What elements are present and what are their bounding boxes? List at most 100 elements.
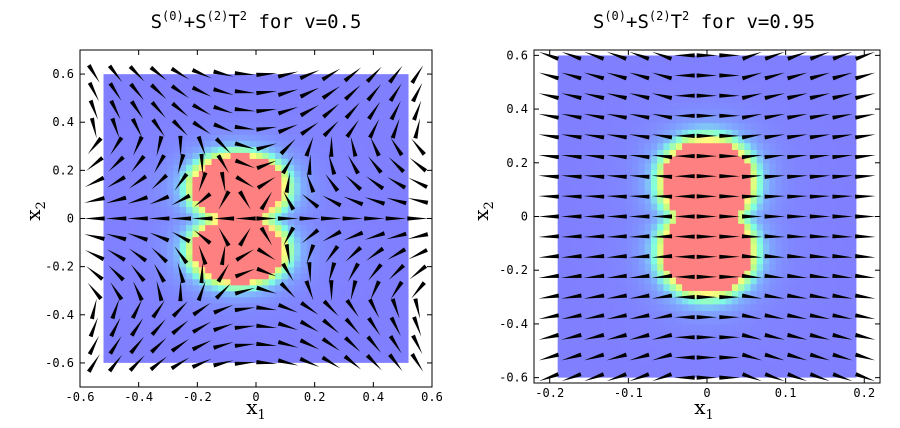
heatmap-cell [300, 98, 308, 105]
heatmap-cell [638, 344, 646, 352]
heatmap-cell [682, 263, 689, 271]
vector-arrow [348, 155, 360, 175]
heatmap-cell [837, 203, 845, 211]
heatmap-cell [819, 216, 826, 224]
heatmap-cell [738, 283, 745, 291]
heatmap-cell [750, 129, 758, 137]
heatmap-cell [262, 212, 270, 220]
heatmap-cell [294, 230, 302, 238]
heatmap-cell [224, 326, 232, 334]
heatmap-cell [557, 189, 565, 197]
vector-arrow [259, 226, 273, 246]
heatmap-cell [357, 188, 365, 196]
heatmap-cell [750, 256, 758, 265]
heatmap-cell [837, 303, 845, 312]
heatmap-cell [275, 140, 283, 147]
heatmap-cell [563, 216, 571, 224]
heatmap-cell [338, 332, 346, 340]
heatmap-cell [787, 115, 795, 124]
heatmap-cell [217, 266, 225, 274]
heatmap-cell [744, 129, 752, 137]
heatmap-cell [103, 278, 111, 286]
heatmap-cell [128, 266, 136, 274]
heatmap-cell [230, 140, 238, 147]
heatmap-cell [344, 272, 352, 280]
heatmap-cell [837, 82, 845, 90]
heatmap-cell [669, 297, 677, 305]
heatmap-cell [402, 356, 409, 363]
heatmap-cell [744, 323, 752, 332]
heatmap-cell [806, 149, 814, 157]
heatmap-cell [109, 194, 117, 202]
heatmap-cell [837, 209, 845, 218]
heatmap-cell [644, 337, 652, 345]
heatmap-cell [338, 242, 346, 250]
heatmap-cell [582, 243, 590, 251]
heatmap-cell [211, 212, 219, 220]
vector-arrow [154, 263, 166, 283]
heatmap-cell [713, 250, 721, 258]
x-tick-label: -0.4 [124, 390, 153, 404]
vector-arrow [149, 65, 168, 81]
heatmap-cell [657, 102, 665, 110]
heatmap-cell [135, 350, 143, 358]
heatmap-cell [376, 302, 384, 310]
heatmap-cell [294, 320, 302, 328]
heatmap-cell [613, 337, 621, 345]
heatmap-cell [825, 109, 833, 117]
heatmap-cell [719, 276, 727, 285]
heatmap-cell [707, 182, 714, 191]
heatmap-cell [116, 332, 124, 340]
heatmap-cell [306, 98, 314, 105]
heatmap-cell [744, 182, 752, 191]
heatmap-cell [769, 156, 777, 164]
heatmap-cell [688, 317, 696, 325]
heatmap-cell [402, 302, 409, 310]
heatmap-cell [198, 194, 206, 202]
heatmap-cell [825, 297, 833, 305]
heatmap-cell [594, 243, 602, 251]
heatmap-cell [750, 142, 758, 150]
heatmap-cell [713, 297, 721, 305]
heatmap-cell [243, 170, 251, 177]
heatmap-cell [825, 68, 833, 77]
heatmap-cell [262, 278, 270, 286]
heatmap-cell [268, 128, 276, 135]
heatmap-cell [825, 256, 833, 265]
heatmap-cell [800, 149, 808, 157]
heatmap-cell [700, 350, 708, 359]
heatmap-cell [294, 266, 302, 274]
heatmap-cell [122, 236, 130, 244]
heatmap-cell [731, 182, 739, 191]
heatmap-cell [700, 229, 708, 238]
heatmap-cell [619, 290, 627, 298]
heatmap-cell [750, 95, 758, 103]
heatmap-cell [376, 212, 384, 220]
heatmap-cell [249, 182, 257, 190]
heatmap-cell [812, 350, 820, 359]
heatmap-cell [338, 86, 346, 93]
heatmap-cell [588, 357, 596, 365]
heatmap-cell [160, 188, 168, 196]
vector-arrow [107, 354, 123, 373]
heatmap-cell [141, 80, 149, 87]
heatmap-cell [230, 92, 238, 99]
heatmap-cell [173, 338, 181, 346]
heatmap-cell [275, 200, 283, 208]
heatmap-cell [135, 200, 143, 208]
heatmap-cell [147, 164, 155, 171]
heatmap-cell [281, 290, 289, 298]
heatmap-cell [800, 350, 808, 359]
heatmap-cell [843, 176, 851, 184]
heatmap-cell [707, 344, 714, 352]
heatmap-cell [332, 308, 340, 316]
heatmap-cell [357, 98, 365, 105]
heatmap-cell [268, 104, 276, 111]
heatmap-cell [370, 188, 378, 196]
heatmap-cell [756, 330, 764, 338]
heatmap-cell [763, 229, 770, 238]
heatmap-cell [613, 350, 621, 359]
heatmap-cell [682, 323, 689, 332]
heatmap-cell [395, 314, 403, 322]
heatmap-cell [570, 115, 577, 124]
